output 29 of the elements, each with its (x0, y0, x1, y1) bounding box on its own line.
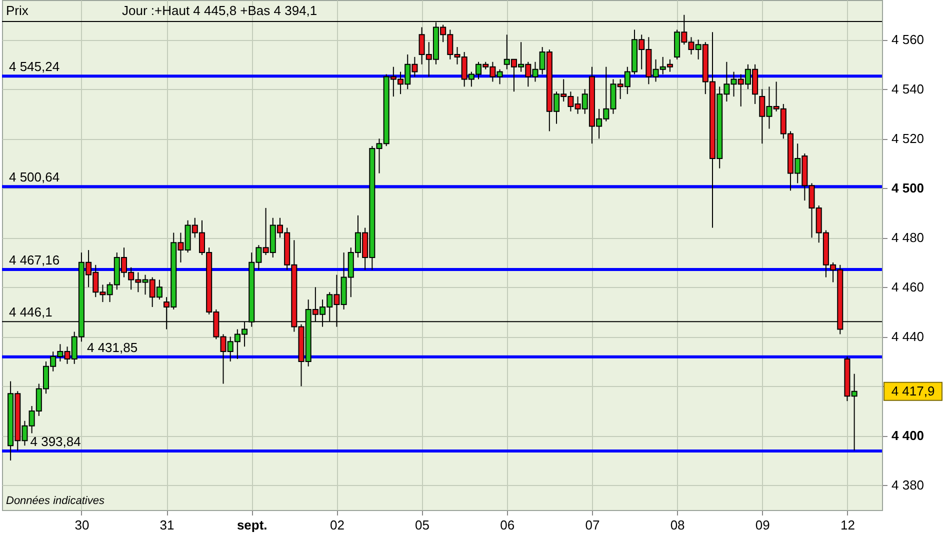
x-tick-label: 09 (755, 518, 770, 532)
x-tick-label: 05 (415, 518, 430, 532)
ref-line-label: 4 545,24 (8, 59, 60, 74)
ref-line-label: 4 467,16 (8, 252, 60, 268)
ref-line-label: 4 393,84 (30, 434, 81, 449)
x-tick-label: 30 (74, 518, 90, 532)
x-tick-label: sept. (236, 518, 268, 532)
ref-line-label: 4 431,85 (86, 340, 138, 355)
x-tick-label: 31 (160, 518, 174, 532)
y-tick-label: 4 440 (892, 329, 924, 344)
y-tick-label: 4 540 (892, 82, 924, 97)
y-tick-label: 4 380 (892, 478, 924, 493)
ref-line-label: 4 446,1 (8, 304, 52, 320)
x-tick-label: 06 (500, 518, 515, 532)
y-tick-label: 4 460 (892, 280, 924, 295)
text: 4 417,9 (891, 383, 935, 398)
x-tick-label: 02 (330, 518, 344, 532)
y-tick-label: 4 480 (892, 230, 924, 246)
x-tick-label: 12 (840, 518, 855, 532)
ref-line-label: 4 500,64 (8, 170, 60, 185)
x-tick-label: 08 (670, 518, 685, 532)
chart-title: Prix (6, 3, 29, 18)
y-tick-label: 4 520 (892, 131, 924, 146)
y-tick-label: 4 400 (892, 428, 924, 444)
y-tick-label: 4 560 (892, 32, 924, 48)
annotation: Données indicatives (6, 495, 105, 507)
y-tick-label: 4 500 (892, 180, 924, 196)
chart-subtitle: Jour :+Haut 4 445,8 +Bas 4 394,1 (122, 3, 318, 18)
x-tick-label: 07 (585, 518, 600, 532)
